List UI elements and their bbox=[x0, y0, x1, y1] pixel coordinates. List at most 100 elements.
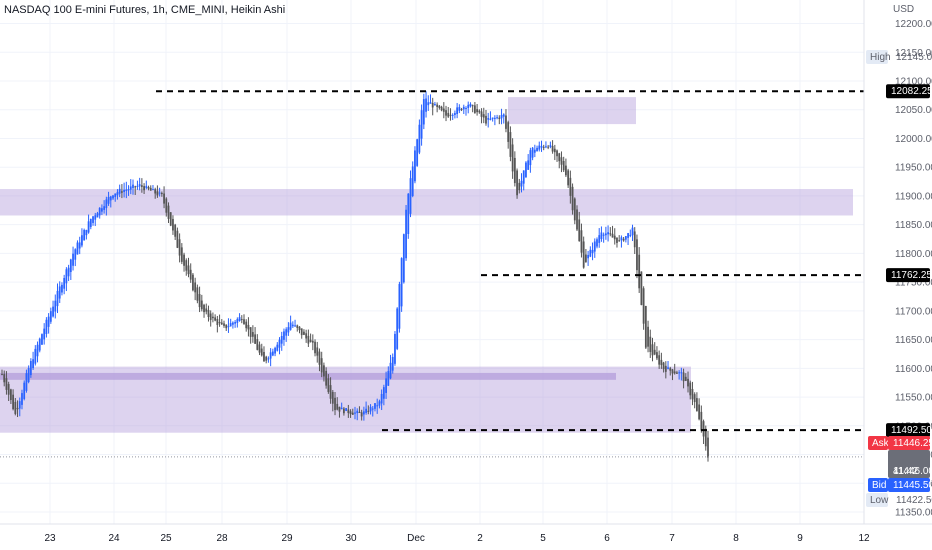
candle-body bbox=[687, 378, 689, 387]
candle-body bbox=[54, 300, 57, 312]
candle-body bbox=[231, 322, 234, 325]
candle-body bbox=[693, 394, 696, 403]
candle-body bbox=[314, 341, 316, 354]
zone-rectangle[interactable] bbox=[508, 97, 636, 125]
ask-value-label-box bbox=[888, 436, 930, 450]
candle-body bbox=[183, 254, 185, 266]
candle-body bbox=[65, 269, 68, 284]
candle-body bbox=[345, 408, 348, 411]
candle-body bbox=[105, 199, 108, 209]
candle-body bbox=[83, 229, 86, 241]
level-3-badge: 11492.50 bbox=[891, 425, 932, 436]
candle-body bbox=[613, 235, 616, 240]
zone-rectangles[interactable] bbox=[0, 97, 853, 433]
candle-body bbox=[400, 258, 403, 307]
candle-body bbox=[434, 104, 436, 106]
candle-body bbox=[129, 186, 132, 190]
candle-body bbox=[402, 234, 405, 283]
candle-body bbox=[305, 333, 308, 339]
candle-body bbox=[354, 412, 356, 414]
candle-body bbox=[280, 335, 283, 344]
candle-body bbox=[589, 249, 592, 257]
candle-body bbox=[240, 319, 243, 321]
candle-body bbox=[101, 208, 103, 212]
candle-body bbox=[163, 193, 165, 204]
candle-body bbox=[565, 165, 567, 176]
candle-body bbox=[7, 384, 10, 395]
candle-body bbox=[109, 196, 112, 201]
candle-body bbox=[551, 145, 554, 152]
candle-body bbox=[287, 327, 290, 333]
candle-body bbox=[356, 410, 359, 414]
candle-body bbox=[342, 408, 345, 414]
candle-body bbox=[445, 110, 447, 116]
zone-rectangle[interactable] bbox=[0, 189, 853, 216]
candle-body bbox=[320, 358, 323, 373]
candle-body bbox=[234, 322, 237, 324]
candle-body bbox=[327, 378, 330, 392]
candle-body bbox=[69, 259, 72, 273]
candle-body bbox=[374, 403, 376, 409]
candle-body bbox=[500, 114, 503, 119]
candle-body bbox=[267, 358, 270, 360]
candle-body bbox=[389, 362, 392, 379]
candle-body bbox=[538, 145, 541, 150]
candle-body bbox=[591, 249, 594, 254]
candle-body bbox=[331, 391, 334, 404]
time-tick-label: 9 bbox=[797, 533, 803, 544]
candle-body bbox=[98, 207, 101, 216]
candle-body bbox=[247, 324, 250, 330]
candle-body bbox=[340, 407, 343, 410]
candle-body bbox=[593, 241, 596, 252]
candle-body bbox=[92, 216, 94, 223]
candle-body bbox=[473, 105, 476, 113]
candle-body bbox=[167, 205, 170, 219]
candle-body bbox=[200, 300, 203, 310]
dashed-level-lines[interactable] bbox=[156, 90, 884, 432]
candle-body bbox=[9, 389, 12, 400]
candle-body bbox=[431, 102, 434, 108]
candle-body bbox=[194, 282, 197, 293]
zone-rectangle[interactable] bbox=[0, 372, 616, 380]
candle-body bbox=[567, 170, 570, 186]
candle-body bbox=[14, 401, 17, 414]
grid-lines bbox=[0, 0, 865, 524]
price-tick-label: 11800.00 bbox=[895, 249, 932, 260]
candle-body bbox=[203, 304, 205, 313]
candle-body bbox=[682, 372, 685, 382]
currency-label: USD bbox=[893, 4, 915, 15]
candle-body bbox=[671, 369, 674, 374]
candle-body bbox=[602, 234, 605, 236]
candle-body bbox=[38, 338, 41, 351]
candle-body bbox=[143, 186, 145, 191]
candle-body bbox=[662, 362, 665, 370]
candle-body bbox=[525, 162, 527, 178]
candle-body bbox=[205, 308, 208, 312]
candle-body bbox=[516, 170, 518, 196]
time-tick-label: Dec bbox=[407, 533, 425, 544]
candle-body bbox=[704, 428, 707, 447]
candle-body bbox=[358, 411, 361, 413]
candle-body bbox=[174, 224, 177, 237]
candle-body bbox=[165, 198, 168, 213]
candle-body bbox=[533, 149, 536, 153]
candle-body bbox=[478, 110, 481, 113]
candle-body bbox=[636, 239, 638, 271]
candle-body bbox=[118, 188, 121, 194]
candle-body bbox=[502, 114, 505, 117]
candle-body bbox=[265, 356, 268, 361]
candle-body bbox=[360, 412, 363, 417]
candle-body bbox=[347, 409, 350, 414]
bid-value-label-box bbox=[888, 478, 930, 492]
price-tick-label: 11750.00 bbox=[895, 278, 932, 289]
bid-tag-label-box bbox=[868, 478, 888, 492]
candle-body bbox=[72, 253, 74, 266]
candle-body bbox=[556, 150, 558, 157]
candle-body bbox=[47, 316, 50, 327]
candle-body bbox=[276, 344, 279, 351]
candle-body bbox=[1, 374, 3, 376]
candle-body bbox=[349, 411, 352, 415]
candle-body bbox=[36, 344, 39, 357]
candle-body bbox=[607, 232, 609, 235]
